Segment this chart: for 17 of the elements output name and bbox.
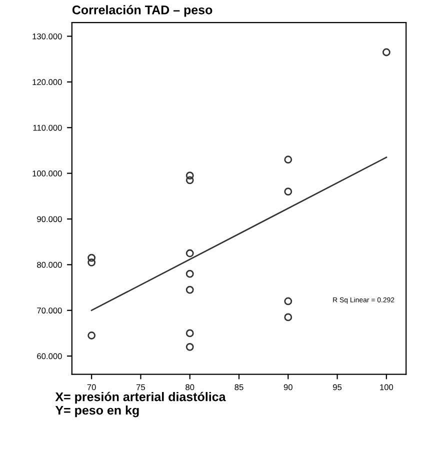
x-tick-label: 95 xyxy=(333,384,342,390)
y-tick-label: 110.000 xyxy=(33,124,62,131)
y-tick-label: 120.000 xyxy=(32,79,62,86)
x-axis-title: X= presión arterial diastólica Y= peso en kg xyxy=(55,392,226,418)
y-tick-label: 60.000 xyxy=(37,353,62,360)
y-tick-label: 70.000 xyxy=(37,308,62,314)
y-tick-label: 100.000 xyxy=(32,170,62,176)
y-tick-label: 80.000 xyxy=(37,262,62,268)
y-tick-label: 130.000 xyxy=(32,33,62,40)
x-tick-label: 85 xyxy=(234,384,244,390)
x-tick-label: 75 xyxy=(136,384,145,390)
y-tick-label: 90.000 xyxy=(37,216,62,222)
x-tick-label: 70 xyxy=(87,384,96,390)
x-tick-label: 90 xyxy=(284,384,292,390)
chart-title: Correlación TAD – peso xyxy=(72,5,212,17)
x-tick-label: 80 xyxy=(186,384,194,390)
x-tick-label: 100 xyxy=(380,384,394,390)
